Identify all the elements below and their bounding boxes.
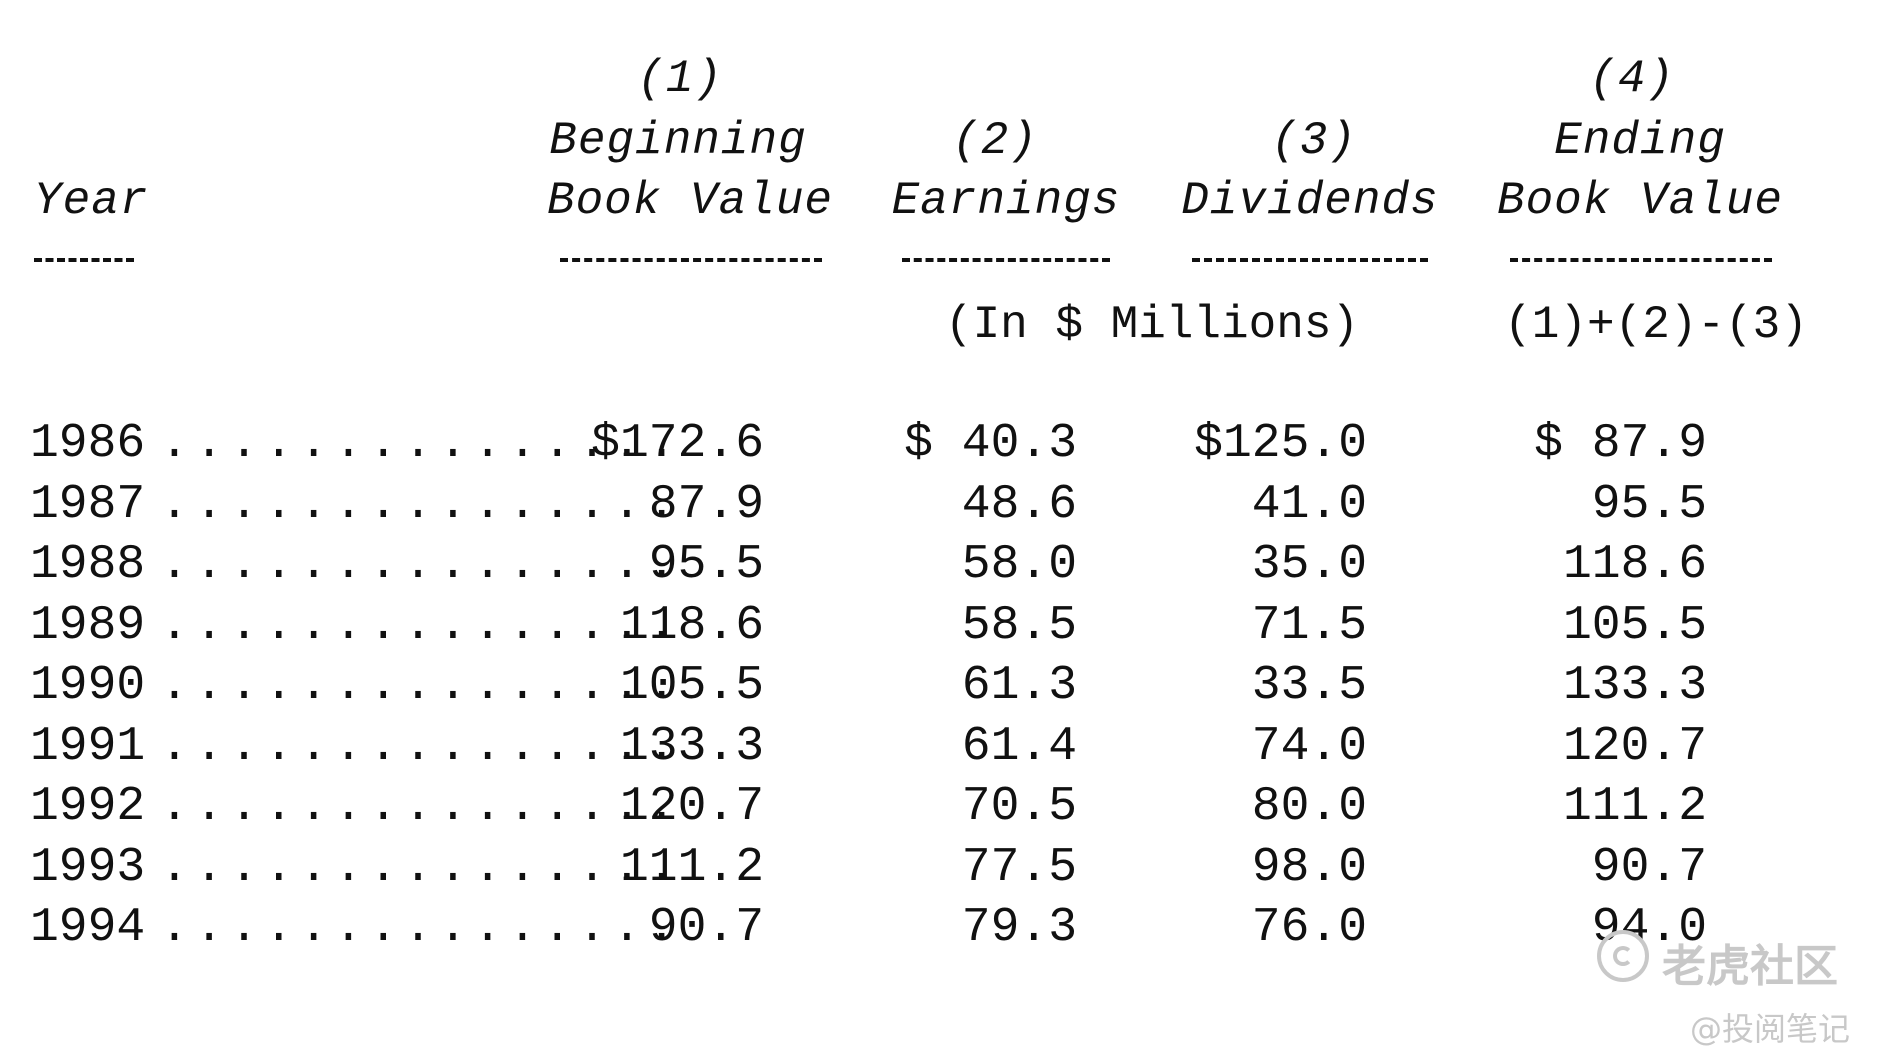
watermark-author: @投阅笔记: [1690, 1010, 1851, 1048]
col3-header-label: Dividends: [1181, 175, 1439, 227]
dot-leader: ...............: [160, 538, 683, 592]
beginning-book-value-cell: 118.6: [619, 598, 764, 653]
ending-book-value-cell: 111.2: [1562, 780, 1707, 834]
earnings-cell: 61.4: [961, 719, 1077, 774]
table-row: 1990 ............... 105.5 61.3 33.5 133…: [0, 662, 1882, 723]
col1-header-rule: [560, 258, 822, 262]
ending-book-value-cell: 90.7: [1591, 840, 1707, 895]
table-row: 1994 ............... 90.7 79.3 76.0 94.0: [0, 904, 1882, 965]
table-row: 1986 ............... $172.6 $ 40.3 $125.…: [0, 420, 1882, 481]
table-row: 1992 ............... 120.7 70.5 80.0 111…: [0, 783, 1882, 844]
ending-book-value-cell: 105.5: [1562, 598, 1707, 653]
dot-leader: ...............: [160, 719, 683, 774]
dividends-cell: $125.0: [1194, 417, 1367, 471]
col1-header-line2: Book Value: [546, 175, 834, 227]
earnings-cell: 79.3: [961, 901, 1077, 955]
year-header: Year: [34, 175, 149, 227]
ending-book-value-cell: 133.3: [1562, 659, 1707, 713]
col4-header-line1: Ending: [1554, 115, 1726, 167]
earnings-cell: 70.5: [961, 780, 1077, 834]
beginning-book-value-cell: 120.7: [619, 780, 764, 834]
col1-header-line1: Beginning: [549, 115, 807, 167]
watermark-logo-icon: [1597, 930, 1649, 982]
year-cell: 1992: [30, 780, 146, 834]
col3-header-rule: [1192, 258, 1428, 262]
beginning-book-value-cell: 87.9: [648, 477, 764, 532]
dot-leader: ...............: [160, 417, 683, 471]
earnings-cell: 61.3: [961, 659, 1077, 713]
dot-leader: ...............: [160, 901, 683, 955]
year-cell: 1989: [30, 598, 146, 653]
col2-number-header: (2): [952, 115, 1038, 167]
ending-book-value-cell: $ 87.9: [1534, 417, 1707, 471]
col4-header-line2: Book Value: [1496, 175, 1784, 227]
beginning-book-value-cell: 133.3: [619, 719, 764, 774]
year-cell: 1993: [30, 840, 146, 895]
earnings-cell: 58.0: [961, 538, 1077, 592]
ending-book-value-cell: 120.7: [1562, 719, 1707, 774]
table-row: 1993 ............... 111.2 77.5 98.0 90.…: [0, 844, 1882, 905]
dividends-cell: 41.0: [1251, 477, 1367, 532]
year-header-rule: [34, 258, 134, 262]
table-row: 1991 ............... 133.3 61.4 74.0 120…: [0, 723, 1882, 784]
col2-header-label: Earnings: [891, 175, 1121, 227]
dot-leader: ...............: [160, 780, 683, 834]
year-cell: 1990: [30, 659, 146, 713]
year-cell: 1986: [30, 417, 146, 471]
year-cell: 1991: [30, 719, 146, 774]
dot-leader: ...............: [160, 659, 683, 713]
watermark-brand: 老虎社区: [1662, 941, 1838, 992]
earnings-cell: 77.5: [961, 840, 1077, 895]
dividends-cell: 35.0: [1251, 538, 1367, 592]
year-cell: 1988: [30, 538, 146, 592]
beginning-book-value-cell: 111.2: [619, 840, 764, 895]
col1-number-header: (1): [637, 53, 723, 105]
dot-leader: ...............: [160, 477, 683, 532]
earnings-cell: $ 40.3: [904, 417, 1077, 471]
beginning-book-value-cell: 95.5: [648, 538, 764, 592]
dividends-cell: 74.0: [1251, 719, 1367, 774]
year-cell: 1994: [30, 901, 146, 955]
col3-number-header: (3): [1271, 115, 1357, 167]
dividends-cell: 80.0: [1251, 780, 1367, 834]
earnings-cell: 58.5: [961, 598, 1077, 653]
dot-leader: ...............: [160, 598, 683, 653]
beginning-book-value-cell: $172.6: [591, 417, 764, 471]
col4-header-rule: [1510, 258, 1772, 262]
dividends-cell: 98.0: [1251, 840, 1367, 895]
table-row: 1989 ............... 118.6 58.5 71.5 105…: [0, 602, 1882, 663]
beginning-book-value-cell: 105.5: [619, 659, 764, 713]
dot-leader: ...............: [160, 840, 683, 895]
dividends-cell: 76.0: [1251, 901, 1367, 955]
col2-header-rule: [902, 258, 1110, 262]
units-note: (In $ Millions): [944, 299, 1360, 351]
formula-note: (1)+(2)-(3): [1504, 299, 1808, 351]
dividends-cell: 33.5: [1251, 659, 1367, 713]
col4-number-header: (4): [1589, 53, 1675, 105]
beginning-book-value-cell: 90.7: [648, 901, 764, 955]
table-body: 1986 ............... $172.6 $ 40.3 $125.…: [0, 420, 1882, 965]
ending-book-value-cell: 95.5: [1591, 477, 1707, 532]
table-row: 1987 ............... 87.9 48.6 41.0 95.5: [0, 481, 1882, 542]
dividends-cell: 71.5: [1251, 598, 1367, 653]
year-cell: 1987: [30, 477, 146, 532]
ending-book-value-cell: 118.6: [1562, 538, 1707, 592]
earnings-cell: 48.6: [961, 477, 1077, 532]
table-row: 1988 ............... 95.5 58.0 35.0 118.…: [0, 541, 1882, 602]
